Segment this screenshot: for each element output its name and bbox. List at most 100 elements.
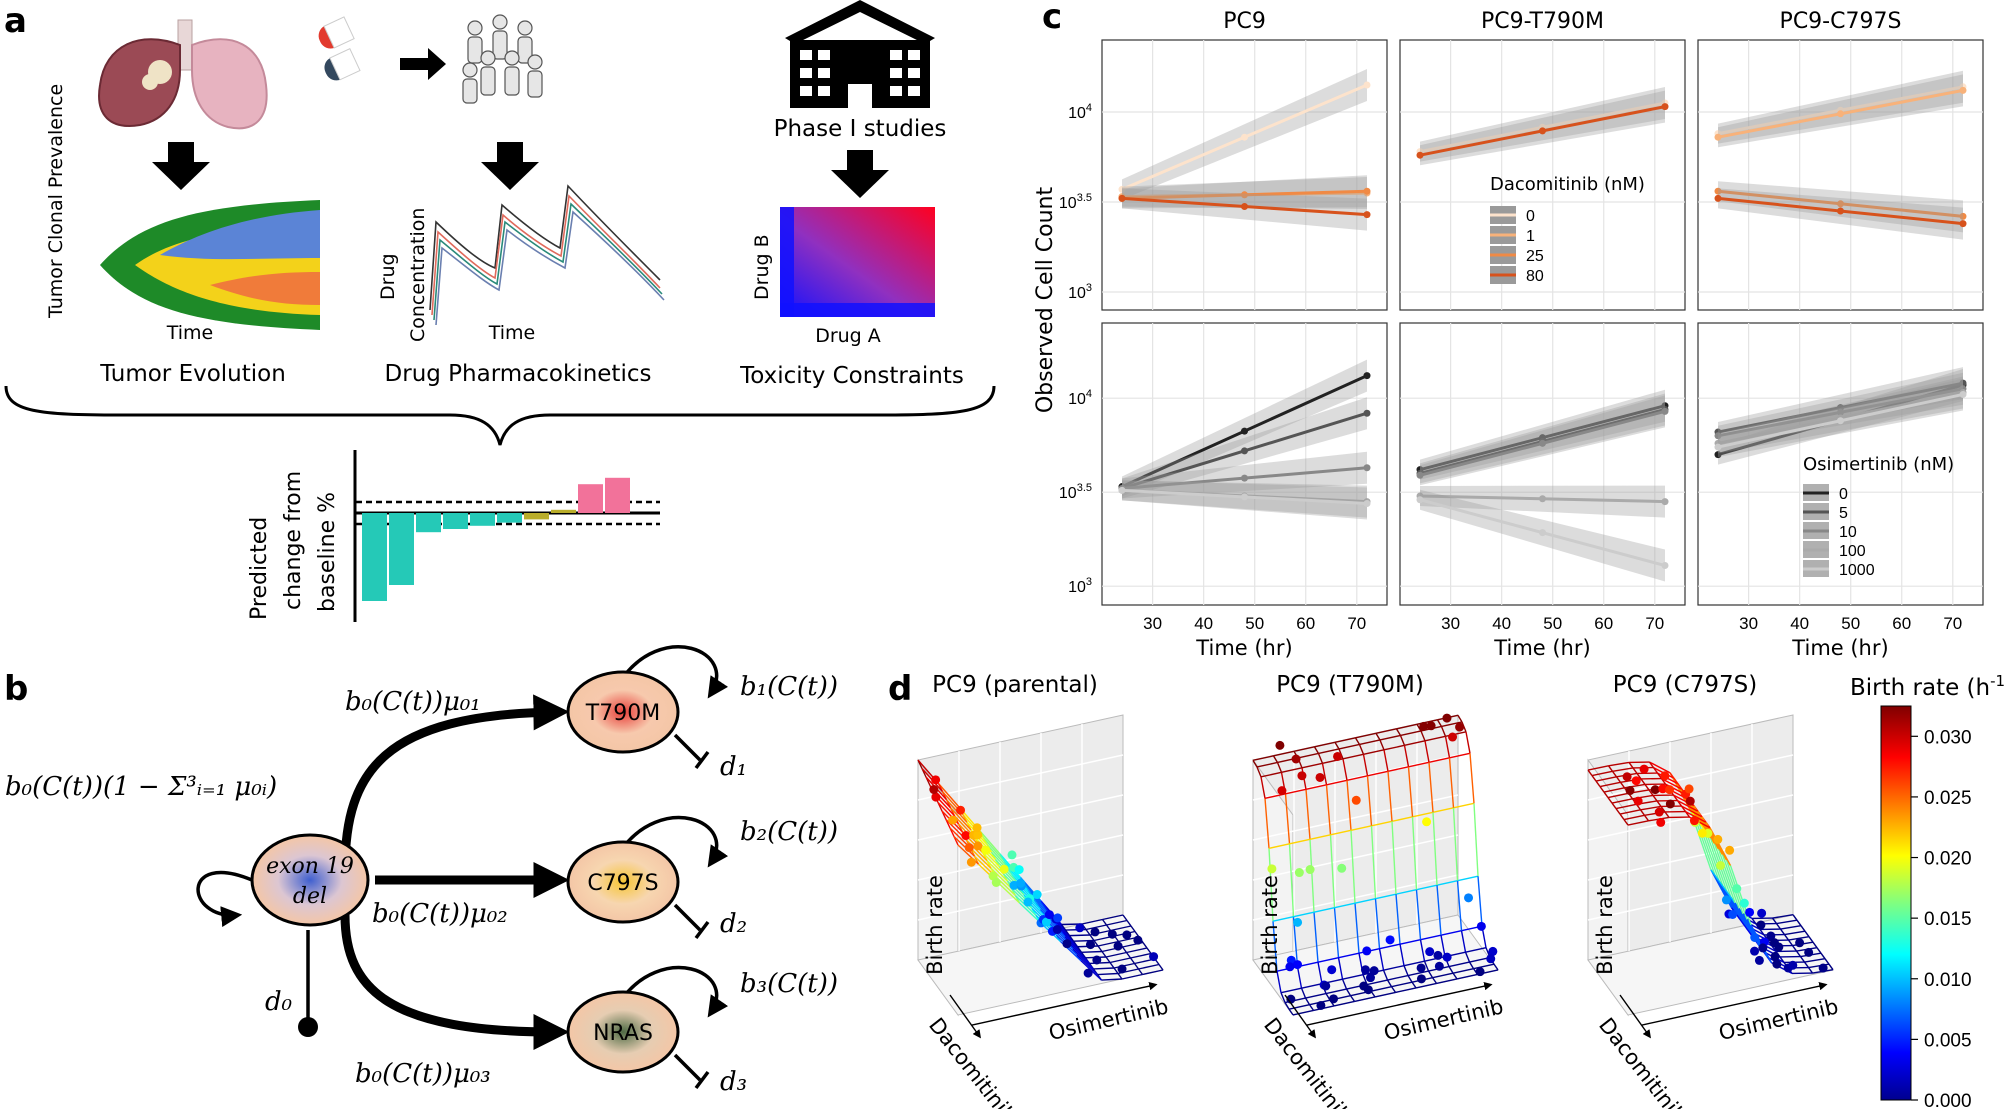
- mesh-line: [1710, 869, 1716, 876]
- mesh-line: [1395, 888, 1417, 895]
- mesh-line: [1391, 981, 1413, 988]
- mesh-line: [1333, 1000, 1355, 1007]
- x-tick-label: 50: [1841, 614, 1860, 633]
- surface-point: [1294, 868, 1304, 878]
- surface-point: [1425, 947, 1435, 957]
- data-point: [1363, 211, 1371, 219]
- mesh-line: [1068, 942, 1090, 964]
- wall-grid: [917, 754, 1124, 801]
- mesh-line: [1772, 913, 1794, 919]
- surface-point: [1721, 895, 1731, 905]
- surface-point: [1419, 721, 1429, 731]
- mesh-line: [1607, 765, 1614, 772]
- mesh-line: [1427, 970, 1434, 978]
- mesh-line: [990, 867, 1012, 889]
- surface-point: [1333, 751, 1343, 761]
- surface-point: [1665, 799, 1675, 809]
- surface-point: [1684, 784, 1694, 794]
- surface-point: [1716, 861, 1726, 871]
- facet-panel: [1399, 39, 1686, 311]
- mesh-line: [1468, 961, 1475, 969]
- mesh-line: [1440, 935, 1446, 957]
- mesh-line: [1288, 843, 1295, 917]
- y-tick-label: 104: [1068, 388, 1092, 408]
- mesh-line: [1125, 952, 1132, 959]
- surface-point: [1267, 864, 1277, 874]
- data-point: [1714, 187, 1722, 195]
- mesh-line: [1138, 963, 1160, 970]
- mesh-line: [1779, 928, 1786, 936]
- data-point: [1363, 464, 1371, 472]
- wall-grid: [917, 834, 1124, 881]
- y-axis-label: Dacomitinib: [1259, 1013, 1356, 1109]
- mesh-line: [1040, 900, 1046, 908]
- mesh-line: [1296, 966, 1303, 989]
- mesh-line: [1076, 954, 1098, 976]
- mesh-line: [1276, 971, 1282, 993]
- mesh-line: [1383, 964, 1405, 971]
- mesh-line: [1608, 761, 1630, 767]
- x-axis-arrow: [1641, 981, 1828, 1026]
- data-point: [1714, 443, 1722, 451]
- mesh-line: [1469, 753, 1475, 804]
- data-point: [1714, 133, 1722, 141]
- data-point: [1959, 212, 1967, 220]
- surface-point: [1083, 968, 1093, 978]
- mesh-line: [1448, 961, 1470, 968]
- legend-top-item: 25: [1526, 248, 1544, 265]
- surface-point: [1092, 955, 1102, 965]
- surface-point: [1321, 981, 1331, 991]
- mesh-line: [1342, 758, 1348, 781]
- death-dot: [298, 1017, 318, 1037]
- mesh-line: [1329, 834, 1336, 908]
- mesh-line: [1019, 902, 1041, 923]
- mesh-line: [1623, 814, 1645, 821]
- mesh-line: [1064, 929, 1071, 937]
- surface-point: [1442, 713, 1452, 723]
- mesh-line: [1126, 920, 1132, 927]
- node-t790m: T790M: [566, 670, 680, 754]
- colorbar-tick-label: 0.025: [1924, 788, 1972, 809]
- mesh-line: [1751, 918, 1757, 925]
- mesh-line: [1333, 907, 1340, 958]
- data-point: [1241, 191, 1248, 199]
- y-tick-label: 103.5: [1059, 482, 1092, 502]
- surface-point: [1327, 965, 1337, 975]
- mesh-line: [1273, 750, 1295, 757]
- mesh-line: [1603, 791, 1609, 798]
- mesh-line: [1780, 924, 1802, 930]
- mesh-line: [1611, 802, 1617, 809]
- colorbar-title-sup: -1: [1990, 672, 2005, 690]
- mesh-line: [1121, 973, 1143, 980]
- mesh-line: [1390, 986, 1397, 993]
- mesh-line: [1416, 884, 1438, 891]
- mesh-line: [1587, 769, 1593, 776]
- surface-point: [1633, 796, 1643, 806]
- mesh-line: [1355, 732, 1377, 739]
- surface-point: [1774, 942, 1784, 952]
- mesh-line: [1097, 972, 1119, 976]
- mesh-line: [1354, 903, 1360, 954]
- mesh-line: [1375, 728, 1397, 735]
- mesh-line: [1280, 987, 1302, 994]
- mesh-line: [1640, 778, 1646, 785]
- data-point: [1363, 187, 1371, 195]
- mesh-line: [1304, 997, 1311, 1005]
- pk-ylabel-2: Concentration: [407, 208, 429, 342]
- mesh-line: [1345, 988, 1352, 996]
- mesh-line: [1603, 787, 1625, 793]
- surface-point: [1416, 974, 1426, 984]
- death-lines: [306, 733, 710, 1090]
- tumor-evolution-ylabel: Tumor Clonal Prevalence: [45, 84, 67, 319]
- data-point: [1837, 110, 1844, 118]
- mesh-line: [1341, 978, 1348, 990]
- label-b1: b₁(C(t)): [740, 672, 838, 702]
- mesh-line: [1317, 753, 1324, 764]
- x-tick-label: 50: [1245, 614, 1264, 633]
- mesh-line: [1619, 809, 1641, 815]
- mesh-line: [1338, 952, 1360, 959]
- data-point: [1661, 498, 1669, 506]
- mesh-line: [1383, 744, 1405, 751]
- mesh-line: [1448, 966, 1454, 974]
- mesh-line: [1268, 848, 1274, 922]
